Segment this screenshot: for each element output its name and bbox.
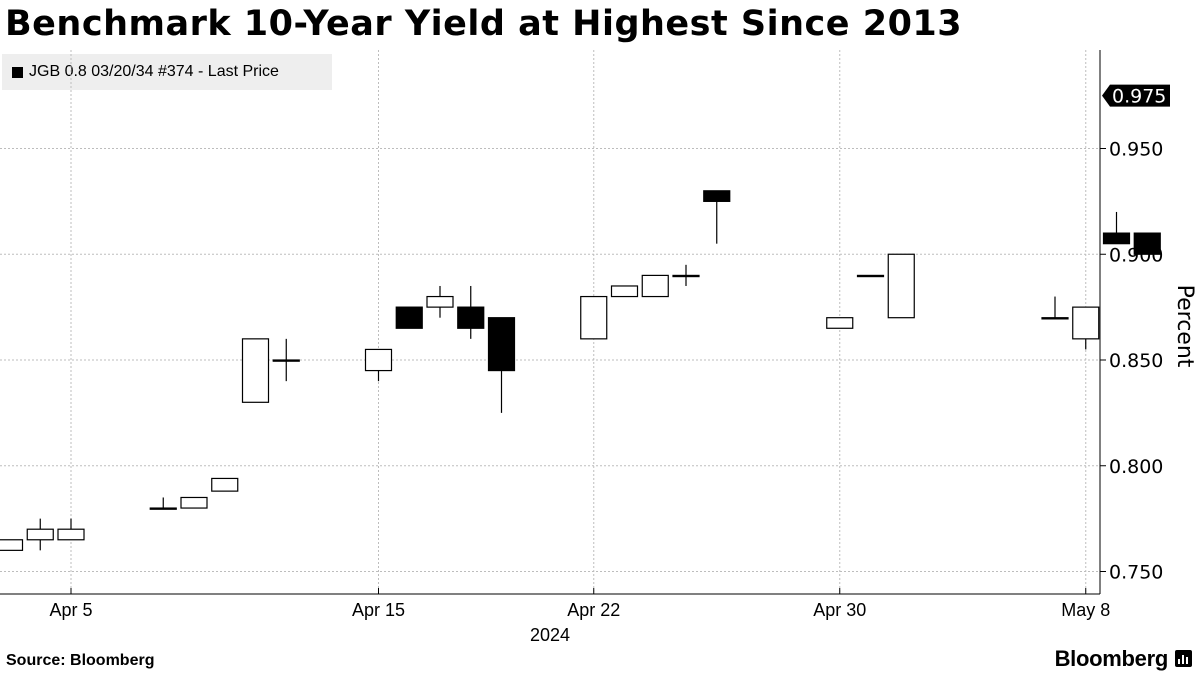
legend-label: JGB 0.8 03/20/34 #374 - Last Price bbox=[29, 63, 279, 80]
x-tick-label: Apr 5 bbox=[49, 600, 92, 620]
legend-swatch bbox=[12, 66, 23, 78]
candle-body-up bbox=[856, 274, 885, 278]
candle-body-up bbox=[0, 539, 24, 551]
y-tick-label: 0.950 bbox=[1109, 139, 1163, 161]
x-axis-year-label: 2024 bbox=[530, 625, 570, 645]
x-tick-label: May 8 bbox=[1061, 600, 1110, 620]
candle-body-up bbox=[57, 528, 85, 541]
x-tick-label: Apr 22 bbox=[567, 600, 620, 620]
y-tick-label: 0.900 bbox=[1109, 244, 1163, 266]
candle-body-down bbox=[1133, 232, 1161, 255]
last-price-tag bbox=[1102, 84, 1170, 107]
candle-layer bbox=[0, 190, 1161, 551]
candle-body-up bbox=[180, 496, 208, 509]
y-tick-label: 0.850 bbox=[1109, 350, 1163, 372]
candle-body-down bbox=[1102, 232, 1131, 245]
candle-body-down bbox=[703, 190, 731, 202]
y-axis-label: Percent bbox=[1172, 285, 1197, 368]
bloomberg-chart-icon bbox=[1175, 650, 1192, 667]
candle-body-up bbox=[672, 274, 700, 278]
x-tick-label: Apr 30 bbox=[813, 600, 866, 620]
candle-body-up bbox=[272, 359, 300, 362]
candle-body-up bbox=[1072, 306, 1100, 340]
candle-body-up bbox=[887, 253, 915, 319]
y-tick-label: 0.750 bbox=[1109, 562, 1163, 584]
last-price-label: 0.975 bbox=[1112, 86, 1166, 108]
candle-body-up bbox=[149, 507, 177, 510]
chart-title: Benchmark 10-Year Yield at Highest Since… bbox=[5, 4, 963, 44]
axis-layer: 0.750 0.800 0.850 0.900 0.950 Apr 5 Apr 15 Apr … bbox=[0, 50, 1170, 620]
candle-body-up bbox=[364, 348, 393, 372]
candle-body-up bbox=[26, 528, 54, 541]
candle-body-up bbox=[426, 295, 454, 308]
candle-body-up bbox=[1041, 317, 1069, 320]
source-note: Source: Bloomberg bbox=[6, 652, 155, 669]
candle-body-down bbox=[457, 306, 485, 329]
candle-body-up bbox=[641, 274, 669, 298]
y-tick-label: 0.800 bbox=[1109, 456, 1163, 478]
candle-body-up bbox=[241, 338, 270, 403]
candle-body-down bbox=[487, 317, 516, 372]
candle-body-up bbox=[610, 285, 639, 298]
legend: JGB 0.8 03/20/34 #374 - Last Price bbox=[2, 54, 332, 90]
x-tick-label: Apr 15 bbox=[352, 600, 405, 620]
candle-body-up bbox=[580, 295, 608, 340]
candle-body-down bbox=[395, 306, 423, 329]
candle-body-up bbox=[826, 317, 854, 329]
bloomberg-logo: Bloomberg bbox=[1054, 646, 1169, 671]
candle-body-up bbox=[211, 477, 239, 492]
